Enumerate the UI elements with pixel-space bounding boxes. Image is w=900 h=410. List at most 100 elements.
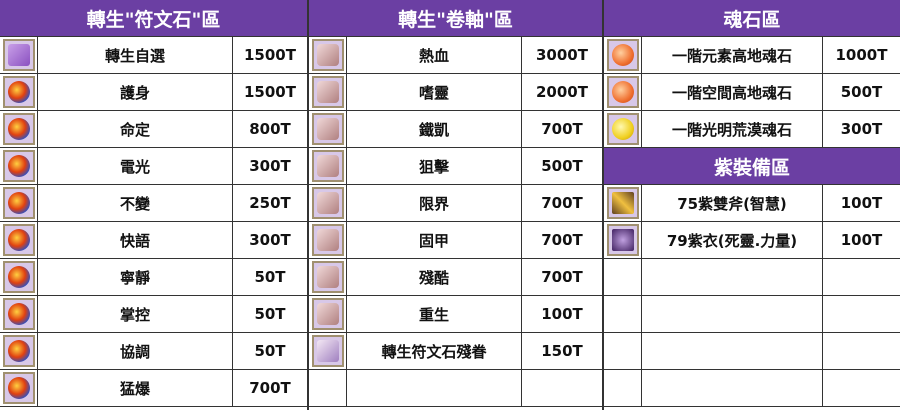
empty-cell (604, 370, 642, 406)
item-name: 電光 (38, 148, 233, 184)
item-row: 轉生符文石殘眷 150T (309, 333, 602, 370)
empty-cell (347, 370, 522, 406)
item-icon-cell (604, 74, 642, 110)
item-name: 護身 (38, 74, 233, 110)
item-name: 殘酷 (347, 259, 522, 295)
item-row: 限界 700T (309, 185, 602, 222)
item-icon-cell (0, 333, 38, 369)
section-header: 魂石區 (604, 0, 900, 37)
item-icon-cell (604, 111, 642, 147)
item-row: 命定 800T (0, 111, 307, 148)
item-name: 重生 (347, 296, 522, 332)
item-name: 不變 (38, 185, 233, 221)
orange-soulstone-icon (606, 76, 639, 108)
empty-cell (823, 370, 900, 406)
item-price: 100T (840, 231, 883, 249)
item-name: 固甲 (347, 222, 522, 258)
item-name: 一階空間高地魂石 (642, 74, 823, 110)
item-row: 護身 1500T (0, 74, 307, 111)
scroll-icon (311, 150, 344, 182)
scroll-icon (311, 224, 344, 256)
section-header: 轉生"符文石"區 (0, 0, 307, 37)
item-row: 寧靜 50T (0, 259, 307, 296)
item-icon-cell (0, 370, 38, 406)
item-icon-cell (309, 333, 347, 369)
item-icon-cell (0, 111, 38, 147)
section-header: 紫裝備區 (604, 148, 900, 185)
scroll-icon (311, 113, 344, 145)
item-name: 一階元素高地魂石 (642, 37, 823, 73)
rune-orb-icon (2, 187, 35, 219)
item-row: 電光 300T (0, 148, 307, 185)
empty-cell (823, 333, 900, 369)
scroll-icon (311, 298, 344, 330)
empty-cell (823, 259, 900, 295)
item-name: 轉生符文石殘眷 (347, 333, 522, 369)
item-icon-cell (0, 296, 38, 332)
item-price: 700T (541, 120, 583, 138)
item-name: 掌控 (38, 296, 233, 332)
item-icon-cell (0, 74, 38, 110)
item-price: 1500T (244, 83, 296, 101)
item-price: 700T (541, 231, 583, 249)
empty-cell (642, 370, 823, 406)
item-row: 一階光明荒漠魂石 300T (604, 111, 900, 148)
item-icon-cell (0, 37, 38, 73)
rune-orb-icon (2, 372, 35, 404)
item-price: 300T (249, 157, 291, 175)
item-icon-cell (309, 37, 347, 73)
scroll-fragment-icon (311, 335, 344, 367)
item-row: 狙擊 500T (309, 148, 602, 185)
empty-cell (823, 296, 900, 332)
item-price: 150T (541, 342, 583, 360)
empty-cell (522, 370, 602, 406)
empty-cell (642, 333, 823, 369)
yellow-soulstone-icon (606, 113, 639, 145)
item-row: 殘酷 700T (309, 259, 602, 296)
item-row: 一階元素高地魂石 1000T (604, 37, 900, 74)
item-name: 快語 (38, 222, 233, 258)
empty-row (604, 370, 900, 407)
item-price: 700T (249, 379, 291, 397)
item-icon-cell (309, 148, 347, 184)
axe-icon (606, 187, 639, 219)
rune-orb-icon (2, 298, 35, 330)
item-row: 熱血 3000T (309, 37, 602, 74)
item-price: 800T (249, 120, 291, 138)
item-price: 250T (249, 194, 291, 212)
item-price: 50T (254, 268, 286, 286)
item-price: 2000T (536, 83, 588, 101)
item-row: 不變 250T (0, 185, 307, 222)
item-icon-cell (309, 74, 347, 110)
empty-cell (642, 259, 823, 295)
item-name: 嗜靈 (347, 74, 522, 110)
robe-icon (606, 224, 639, 256)
empty-cell (309, 370, 347, 406)
item-row: 嗜靈 2000T (309, 74, 602, 111)
item-row: 固甲 700T (309, 222, 602, 259)
rune-orb-icon (2, 113, 35, 145)
item-icon-cell (604, 185, 642, 221)
item-price: 300T (840, 120, 883, 138)
item-price: 500T (541, 157, 583, 175)
empty-cell (604, 333, 642, 369)
empty-row (604, 296, 900, 333)
scroll-section: 轉生"卷軸"區 熱血 3000T 嗜靈 2000T 鐵凱 700T 狙擊 500T 限界 700T 固… (307, 0, 602, 410)
item-icon-cell (309, 259, 347, 295)
item-row: 鐵凱 700T (309, 111, 602, 148)
item-icon-cell (309, 222, 347, 258)
soulstone-purple-gear-section: 魂石區 一階元素高地魂石 1000T 一階空間高地魂石 500T 一階光明荒漠魂石 300T… (602, 0, 900, 410)
rune-orb-icon (2, 335, 35, 367)
item-name: 寧靜 (38, 259, 233, 295)
rune-orb-icon (2, 76, 35, 108)
item-name: 鐵凱 (347, 111, 522, 147)
rune-stone-section: 轉生"符文石"區 轉生自選 1500T 護身 1500T 命定 800T 電光 300T 不變 25… (0, 0, 307, 410)
item-name: 熱血 (347, 37, 522, 73)
item-name: 命定 (38, 111, 233, 147)
scroll-icon (311, 261, 344, 293)
item-price: 700T (541, 268, 583, 286)
section-header: 轉生"卷軸"區 (309, 0, 602, 37)
item-row: 79紫衣(死靈.力量) 100T (604, 222, 900, 259)
scroll-icon (311, 187, 344, 219)
item-icon-cell (309, 296, 347, 332)
